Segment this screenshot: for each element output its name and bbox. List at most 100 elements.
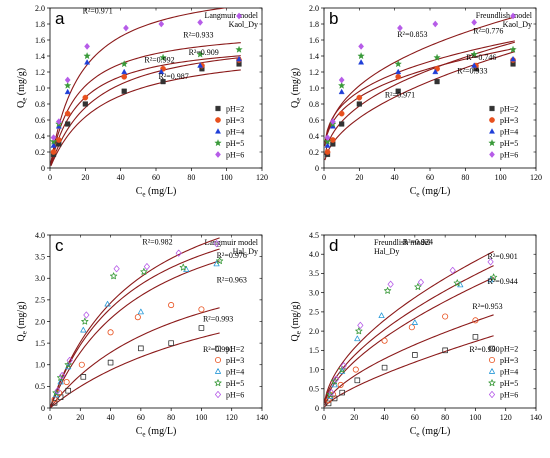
legend-marker: [215, 345, 221, 352]
x-tick-label: 100: [221, 173, 233, 182]
data-point: [358, 43, 364, 50]
y-tick-label: 3.5: [35, 252, 45, 261]
y-tick-label: 3.0: [309, 288, 319, 297]
data-point: [235, 46, 243, 53]
data-point: [356, 94, 363, 101]
data-point: [510, 12, 516, 20]
legend-label: pH=4: [226, 368, 244, 377]
legend-marker: [488, 390, 496, 399]
data-point: [384, 286, 392, 294]
data-point: [78, 361, 85, 368]
y-tick-label: 2.0: [309, 4, 319, 13]
data-point: [213, 240, 220, 248]
data-point: [357, 52, 365, 59]
x-axis-unit: (mg/L): [145, 186, 176, 197]
legend-label: pH=5: [226, 139, 244, 148]
y-tick-label: 1.8: [35, 20, 45, 29]
y-axis-title: Qe (mg/g): [16, 68, 29, 108]
panel-a: 0 20 40 60 80 100 120 0 0.2 0.4 0.6 0.8 1.0 1.2 1.4 1.6…: [16, 4, 268, 199]
data-point: [137, 308, 144, 315]
y-tick-label: 0.6: [35, 116, 45, 125]
y-tick-label: 4.0: [309, 250, 319, 259]
data-point: [472, 334, 479, 340]
data-point: [143, 263, 150, 271]
data-point: [329, 137, 336, 143]
x-axis-title: Ce (mg/L): [410, 426, 451, 439]
data-point: [104, 300, 111, 307]
x-tick-label: 40: [117, 173, 125, 182]
y-axis-unit: (mg/g): [290, 68, 301, 98]
x-axis-subscript: e: [142, 191, 145, 199]
y-tick-label: 2.5: [35, 296, 45, 305]
x-tick-label: 140: [256, 413, 268, 422]
data-point: [412, 352, 418, 358]
data-point: [51, 400, 58, 406]
x-tick-label: 0: [48, 173, 52, 182]
y-tick-label: 3.5: [309, 269, 319, 278]
data-point: [236, 12, 242, 20]
legend-marker: [488, 356, 496, 364]
legend-marker: [215, 105, 221, 112]
data-point: [138, 345, 144, 352]
y-tick-label: 0.8: [35, 100, 45, 109]
data-point: [84, 43, 90, 50]
legend-label: pH=6: [500, 151, 518, 160]
legend-label: pH=5: [226, 379, 244, 388]
y-axis-title: Qe (mg/g): [290, 68, 303, 108]
legend-marker: [214, 379, 222, 387]
data-point: [64, 110, 71, 117]
data-points: [325, 258, 498, 407]
y-axis-symbol: Q: [290, 100, 301, 108]
data-point: [64, 82, 72, 89]
data-point: [107, 329, 114, 336]
data-point: [337, 381, 344, 388]
data-point: [107, 359, 114, 366]
data-point: [120, 60, 128, 67]
data-point: [64, 88, 71, 95]
data-point: [57, 378, 64, 385]
fit-curve-pH-2: [50, 332, 220, 408]
r2-annotation: R²=0.990: [469, 345, 499, 354]
y-tick-label: 1.2: [35, 68, 45, 77]
fit-curves: [324, 250, 494, 407]
data-point: [83, 52, 91, 59]
fit-curve-pH-6: [50, 237, 220, 406]
y-axis-title: Qe (mg/g): [16, 301, 29, 341]
data-point: [64, 76, 71, 84]
data-point: [80, 326, 87, 333]
data-point: [65, 387, 71, 394]
x-axis-subscript: e: [416, 431, 419, 439]
legend-marker: [489, 128, 495, 134]
model-label: Freundlish model: [374, 238, 431, 247]
data-point: [324, 142, 331, 148]
data-point: [81, 317, 89, 325]
data-point: [411, 319, 418, 325]
data-point: [134, 314, 141, 321]
data-point: [333, 375, 340, 383]
r2-annotation: R²=0.971: [83, 7, 113, 16]
data-point: [197, 19, 204, 26]
fit-curve-pH-4: [50, 55, 241, 165]
data-point: [355, 327, 363, 335]
data-point: [52, 389, 60, 396]
x-tick-label: 120: [500, 413, 512, 422]
y-tick-label: 0: [315, 164, 319, 173]
data-point: [397, 24, 403, 32]
r2-annotation: R²=0.933: [183, 31, 213, 40]
y-axis-subscript: e: [295, 98, 303, 101]
data-point: [325, 397, 332, 404]
data-point: [121, 73, 128, 80]
legend-marker: [489, 345, 495, 352]
y-tick-label: 2.0: [35, 4, 45, 13]
x-axis-unit: (mg/L): [145, 426, 176, 437]
legend-marker: [489, 151, 495, 158]
legend-label: pH=2: [226, 345, 244, 354]
r2-annotation: R²=0.976: [217, 251, 247, 260]
legend: pH=2 pH=3 pH=4 pH=5 pH=6: [214, 345, 244, 400]
data-point: [160, 79, 166, 85]
data-point: [57, 373, 65, 381]
y-tick-label: 1.0: [309, 365, 319, 374]
y-tick-label: 1.5: [35, 339, 45, 348]
legend-label: pH=5: [500, 139, 518, 148]
legend-marker: [488, 368, 496, 374]
